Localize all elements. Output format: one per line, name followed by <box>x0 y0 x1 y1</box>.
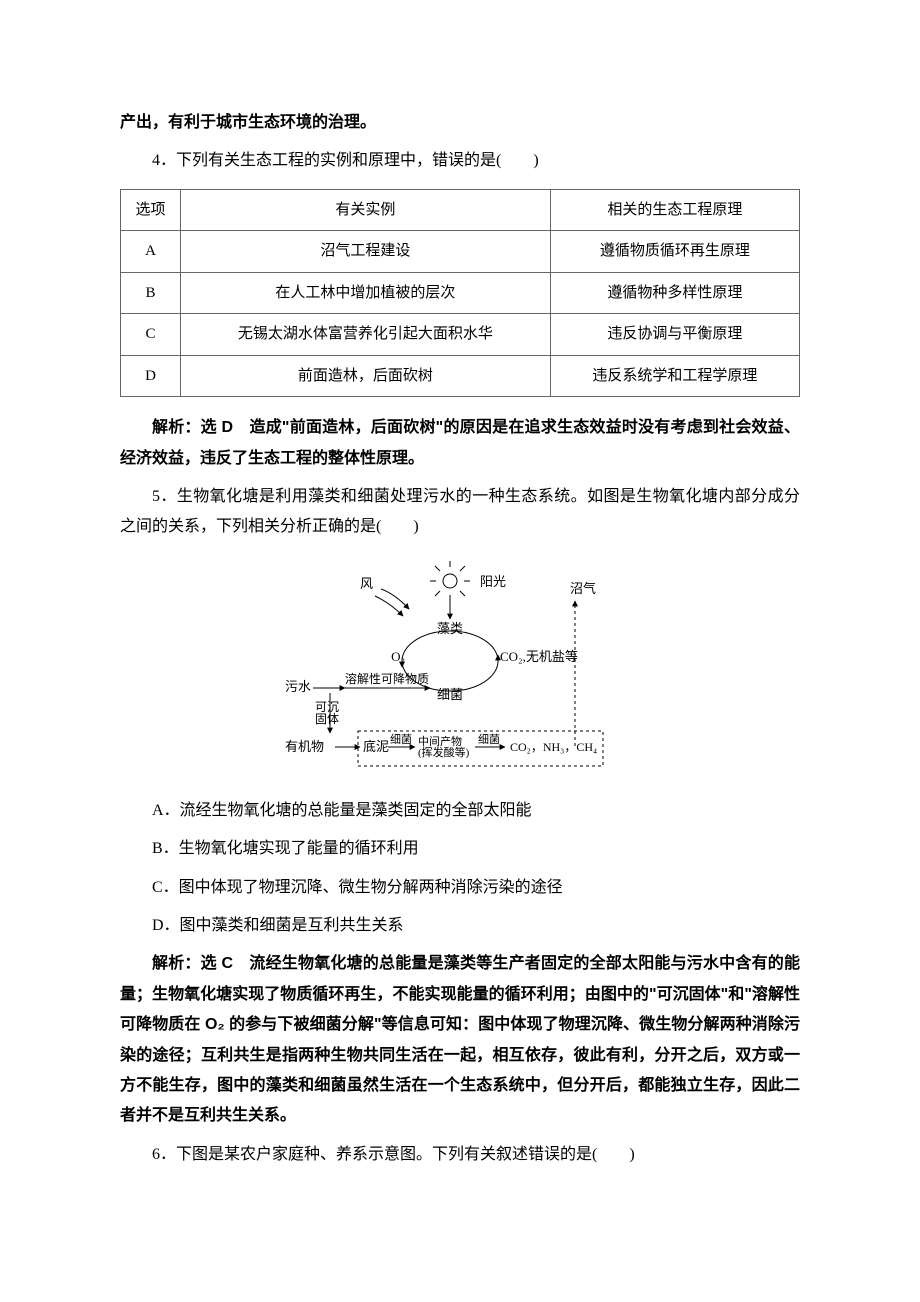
q6-stem-line: 6．下图是某农户家庭种、养系示意图。下列有关叙述错误的是( ) <box>120 1140 800 1170</box>
q4-r0-c1: 沼气工程建设 <box>181 231 551 273</box>
q4-r2-c1: 无锡太湖水体富营养化引起大面积水华 <box>181 314 551 356</box>
q4-r3-c1: 前面造林，后面砍树 <box>181 355 551 397</box>
table-row: D 前面造林，后面砍树 违反系统学和工程学原理 <box>121 355 800 397</box>
q4-r1-c2: 遵循物种多样性原理 <box>550 272 799 314</box>
q4-r0-c2: 遵循物质循环再生原理 <box>550 231 799 273</box>
q4-r3-c2: 违反系统学和工程学原理 <box>550 355 799 397</box>
q4-r1-c0: B <box>121 272 181 314</box>
q5-diagram-svg: 阳光 风 沼气 藻类 O₂ CO₂,无机盐等 细菌 污水 <box>275 561 645 776</box>
q4-th-1: 有关实例 <box>181 189 551 231</box>
q5-number: 5． <box>152 488 177 505</box>
table-row: B 在人工林中增加植被的层次 遵循物种多样性原理 <box>121 272 800 314</box>
q4-stem: 下列有关生态工程的实例和原理中，错误的是( ) <box>176 152 539 169</box>
svg-text:细菌: 细菌 <box>478 733 500 746</box>
svg-text:O₂: O₂ <box>391 649 405 664</box>
q6-number: 6． <box>152 1146 176 1163</box>
top-fragment: 产出，有利于城市生态环境的治理。 <box>120 108 800 138</box>
q4-r0-c0: A <box>121 231 181 273</box>
svg-text:污水: 污水 <box>285 679 311 694</box>
q4-r2-c0: C <box>121 314 181 356</box>
q5-stem-line: 5．生物氧化塘是利用藻类和细菌处理污水的一种生态系统。如图是生物氧化塘内部分成分… <box>120 482 800 543</box>
q4-th-0: 选项 <box>121 189 181 231</box>
q4-table: 选项 有关实例 相关的生态工程原理 A 沼气工程建设 遵循物质循环再生原理 B … <box>120 189 800 398</box>
svg-text:中间产物(挥发酸等): 中间产物(挥发酸等) <box>418 734 470 759</box>
svg-text:风: 风 <box>360 576 373 591</box>
q5-diagram: 阳光 风 沼气 藻类 O₂ CO₂,无机盐等 细菌 污水 <box>120 561 800 776</box>
q4-number: 4． <box>152 152 176 169</box>
svg-text:藻类: 藻类 <box>437 621 463 636</box>
q4-explanation: 解析：选 D 造成"前面造林，后面砍树"的原因是在追求生态效益时没有考虑到社会效… <box>120 413 800 474</box>
q4-r2-c2: 违反协调与平衡原理 <box>550 314 799 356</box>
q5-option-a: A．流经生物氧化塘的总能量是藻类固定的全部太阳能 <box>120 796 800 826</box>
table-header-row: 选项 有关实例 相关的生态工程原理 <box>121 189 800 231</box>
q5-stem: 生物氧化塘是利用藻类和细菌处理污水的一种生态系统。如图是生物氧化塘内部分成分之间… <box>120 488 800 535</box>
svg-text:细菌: 细菌 <box>390 733 412 746</box>
svg-text:底泥: 底泥 <box>363 739 389 754</box>
q6-stem: 下图是某农户家庭种、养系示意图。下列有关叙述错误的是( ) <box>176 1146 635 1163</box>
svg-text:CO₂，NH₃，CH₄: CO₂，NH₃，CH₄ <box>510 740 597 754</box>
svg-text:CO₂,无机盐等: CO₂,无机盐等 <box>500 649 578 664</box>
svg-text:沼气: 沼气 <box>570 581 596 596</box>
q4-stem-line: 4．下列有关生态工程的实例和原理中，错误的是( ) <box>120 146 800 176</box>
q5-option-d: D．图中藻类和细菌是互利共生关系 <box>120 911 800 941</box>
svg-text:有机物: 有机物 <box>285 739 324 754</box>
svg-text:细菌: 细菌 <box>437 687 463 702</box>
q5-explanation: 解析：选 C 流经生物氧化塘的总能量是藻类等生产者固定的全部太阳能与污水中含有的… <box>120 949 800 1131</box>
q5-option-b: B．生物氧化塘实现了能量的循环利用 <box>120 834 800 864</box>
table-row: A 沼气工程建设 遵循物质循环再生原理 <box>121 231 800 273</box>
svg-text:溶解性可降物质: 溶解性可降物质 <box>345 671 429 686</box>
svg-text:可沉固体: 可沉固体 <box>315 700 339 726</box>
table-row: C 无锡太湖水体富营养化引起大面积水华 违反协调与平衡原理 <box>121 314 800 356</box>
svg-text:阳光: 阳光 <box>480 574 506 589</box>
q4-r1-c1: 在人工林中增加植被的层次 <box>181 272 551 314</box>
q4-th-2: 相关的生态工程原理 <box>550 189 799 231</box>
q5-option-c: C．图中体现了物理沉降、微生物分解两种消除污染的途径 <box>120 873 800 903</box>
q4-r3-c0: D <box>121 355 181 397</box>
